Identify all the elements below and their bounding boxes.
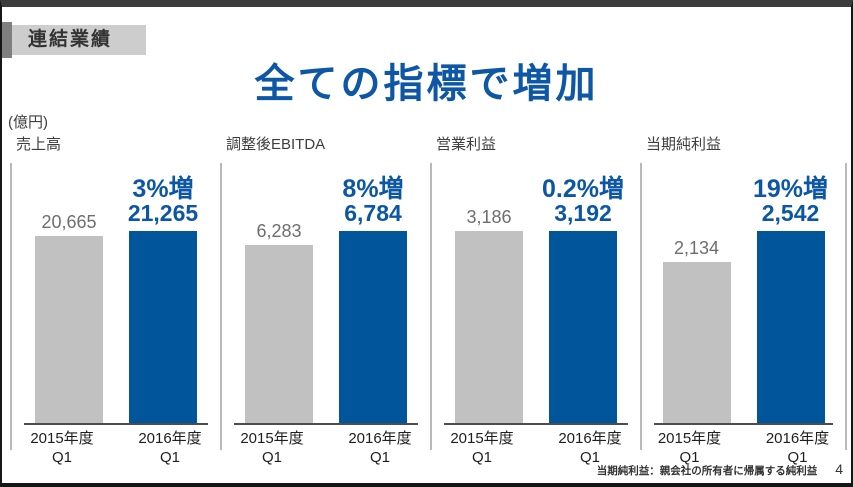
chart-plot-area: 20,665 3%増 21,265 2015年度 Q1: [10, 163, 220, 466]
chart-title: 売上高: [16, 136, 62, 153]
x-label-quarter: Q1: [51, 448, 72, 466]
x-label-year: 2015年度: [240, 430, 304, 447]
x-label-quarter: Q1: [369, 448, 390, 466]
badge-accent-bar: [2, 22, 12, 58]
value-label-2015: 3,186: [466, 207, 512, 227]
bar-group-2015: 2,134: [662, 163, 731, 423]
x-axis-label-2015: 2015年度 Q1: [649, 430, 731, 468]
chart-title: 調整後EBITDA: [226, 136, 326, 153]
x-axis-line: [234, 423, 418, 425]
x-label-year: 2016年度: [138, 430, 202, 447]
x-label-quarter: Q1: [159, 448, 180, 466]
bar-2016: [549, 231, 617, 423]
x-label-quarter: Q1: [579, 448, 600, 466]
x-axis-label-2015: 2015年度 Q1: [441, 430, 523, 468]
chart-panel-ebitda: 調整後EBITDA 6,283 8%増 6,784 20: [220, 133, 430, 466]
bar-group-2015: 6,283: [245, 163, 313, 423]
x-axis-label-2015: 2015年度 Q1: [21, 430, 103, 468]
x-axis-label-2016: 2016年度 Q1: [339, 430, 421, 468]
x-label-year: 2015年度: [30, 430, 94, 447]
unit-label: (億円): [8, 114, 48, 131]
x-label-year: 2015年度: [657, 430, 722, 447]
value-label-2016: 6,784: [344, 200, 402, 226]
x-label-quarter: Q1: [787, 448, 808, 466]
section-badge: 連結業績: [2, 22, 147, 58]
x-axis-label-2016: 2016年度 Q1: [549, 430, 631, 468]
x-axis-line: [654, 423, 833, 425]
charts-row: 売上高 20,665 3%増 21,265 2015年度: [10, 133, 847, 466]
page-title: 全ての指標で増加: [254, 62, 599, 106]
x-axis-label-2015: 2015年度 Q1: [231, 430, 313, 468]
footer: 当期純利益：親会社の所有者に帰属する純利益 4: [597, 461, 843, 478]
x-label-quarter: Q1: [471, 448, 492, 466]
value-label-2016: 3,192: [554, 200, 612, 226]
x-axis-label-2016: 2016年度 Q1: [757, 430, 839, 468]
chart-plot-area: 2,134 19%増 2,542 2015年度 Q1: [640, 163, 847, 466]
bar-2015: [245, 245, 313, 423]
page-number: 4: [835, 461, 843, 477]
value-label-2015: 20,665: [41, 212, 97, 232]
x-label-quarter: Q1: [261, 448, 282, 466]
change-label: 8%増: [342, 175, 404, 203]
bar-2015: [35, 236, 103, 423]
change-label: 3%増: [132, 175, 194, 203]
value-label-2016: 21,265: [127, 200, 199, 226]
bar-group-2016: 8%増 6,784: [339, 163, 407, 423]
chart-plot-area: 3,186 0.2%増 3,192 2015年度 Q1: [430, 163, 640, 466]
x-label-quarter: Q1: [679, 448, 700, 466]
chart-panel-net-income: 当期純利益 2,134 19%増 2,542 2015年: [640, 133, 847, 466]
bar-2016: [756, 231, 825, 423]
bar-2015: [455, 231, 523, 423]
x-axis-label-2016: 2016年度 Q1: [129, 430, 211, 468]
x-axis-line: [24, 423, 208, 425]
chart-panel-operating-income: 営業利益 3,186 0.2%増 3,192 2015年: [430, 133, 640, 466]
bar-group-2016: 0.2%増 3,192: [542, 163, 624, 423]
value-label-2016: 2,542: [761, 200, 820, 226]
value-label-2015: 6,283: [256, 221, 302, 241]
bar-2015: [662, 262, 731, 423]
bar-group-2016: 19%増 2,542: [753, 163, 828, 423]
bar-group-2016: 3%増 21,265: [127, 163, 199, 423]
x-label-year: 2016年度: [558, 430, 622, 447]
chart-title: 営業利益: [436, 136, 497, 153]
footnote-text: 当期純利益：親会社の所有者に帰属する純利益: [596, 465, 818, 477]
x-label-year: 2016年度: [765, 430, 830, 447]
bar-group-2015: 20,665: [35, 163, 103, 423]
chart-plot-area: 6,283 8%増 6,784 2015年度 Q1: [220, 163, 430, 466]
bar-2016: [339, 231, 407, 423]
chart-title: 当期純利益: [646, 136, 722, 153]
change-label: 0.2%増: [542, 175, 624, 203]
chart-panel-revenue: 売上高 20,665 3%増 21,265 2015年度: [10, 133, 220, 466]
value-label-2015: 2,134: [673, 238, 720, 258]
x-label-year: 2016年度: [348, 430, 412, 447]
bar-2016: [129, 231, 197, 423]
x-axis-line: [444, 423, 628, 425]
section-badge-label: 連結業績: [12, 25, 147, 55]
x-label-year: 2015年度: [450, 430, 514, 447]
bar-group-2015: 3,186: [455, 163, 523, 423]
change-label: 19%増: [752, 175, 829, 203]
